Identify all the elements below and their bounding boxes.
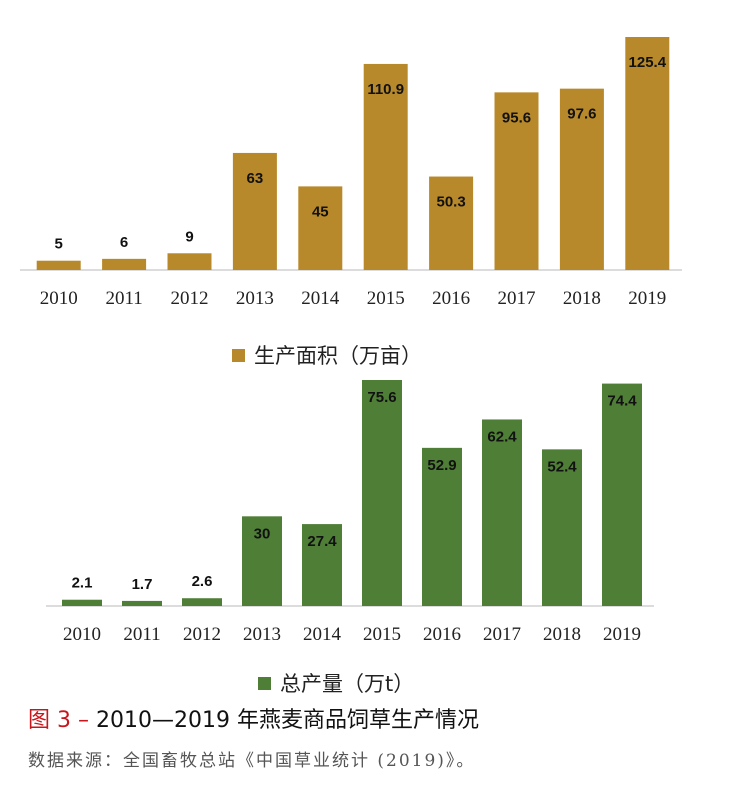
bar-2013	[232, 152, 277, 270]
data-label-2019: 125.4	[629, 54, 667, 71]
bar-2015	[362, 380, 402, 606]
x-tick-label-2018: 2018	[543, 624, 581, 645]
x-tick-label-2010: 2010	[40, 288, 78, 309]
x-tick-label-2017: 2017	[483, 624, 521, 645]
data-label-2013: 63	[247, 170, 264, 187]
legend-swatch	[232, 349, 245, 362]
bar-2011	[102, 258, 147, 270]
data-label-2012: 2.6	[192, 573, 213, 590]
data-source: 数据来源：全国畜牧总站《中国草业统计 (2019)》。	[28, 751, 476, 771]
x-tick-label-2019: 2019	[628, 288, 666, 309]
bar-2014	[302, 524, 342, 606]
area-bar-chart: 5 2010 6 2011 9 2012 63 2013 45 2014 110.9 2015 50.3…	[20, 37, 682, 368]
bar-2010	[36, 260, 81, 270]
data-label-2010: 5	[55, 236, 63, 253]
x-tick-label-2013: 2013	[236, 288, 274, 309]
x-tick-label-2015: 2015	[367, 288, 405, 309]
data-label-2014: 45	[312, 203, 329, 220]
legend-swatch	[258, 677, 271, 690]
data-label-2016: 52.9	[427, 457, 456, 474]
bar-2019	[602, 383, 642, 606]
x-tick-label-2016: 2016	[423, 624, 461, 645]
bar-2011	[122, 600, 162, 606]
x-tick-label-2019: 2019	[603, 624, 641, 645]
data-label-2017: 62.4	[487, 428, 517, 445]
bar-2012	[167, 253, 212, 270]
data-label-2017: 95.6	[502, 109, 531, 126]
x-tick-label-2014: 2014	[301, 288, 340, 309]
bar-2018	[559, 88, 604, 271]
bar-2010	[62, 599, 102, 606]
data-label-2012: 9	[185, 228, 193, 245]
area-chart-container: 5 2010 6 2011 9 2012 63 2013 45 2014 110.9 2015 50.3…	[0, 0, 754, 380]
data-label-2019: 74.4	[607, 393, 637, 410]
yield-chart-container: 2.1 2010 1.7 2011 2.6 2012 30 2013 27.4 2014 75.6 2…	[0, 378, 754, 698]
x-tick-label-2011: 2011	[123, 624, 160, 645]
bar-2016	[422, 447, 462, 606]
data-label-2010: 2.1	[72, 575, 93, 592]
x-tick-label-2017: 2017	[498, 288, 536, 309]
data-label-2011: 1.7	[132, 576, 153, 593]
x-tick-label-2012: 2012	[171, 288, 209, 309]
x-tick-label-2011: 2011	[105, 288, 142, 309]
bar-2016	[429, 176, 474, 270]
legend-label: 总产量（万t）	[280, 672, 414, 696]
x-tick-label-2014: 2014	[303, 624, 342, 645]
data-label-2018: 97.6	[567, 106, 596, 123]
data-label-2015: 110.9	[367, 81, 404, 98]
bar-2017	[482, 419, 522, 606]
figure-title: 2010—2019 年燕麦商品饲草生产情况	[95, 708, 479, 733]
x-tick-label-2018: 2018	[563, 288, 601, 309]
x-tick-label-2015: 2015	[363, 624, 401, 645]
x-tick-label-2016: 2016	[432, 288, 470, 309]
data-label-2011: 6	[120, 234, 128, 251]
data-label-2016: 50.3	[436, 194, 465, 211]
data-label-2013: 30	[254, 525, 271, 542]
bar-2017	[494, 92, 539, 270]
x-tick-label-2013: 2013	[243, 624, 281, 645]
x-tick-label-2010: 2010	[63, 624, 101, 645]
bar-2018	[542, 449, 582, 606]
x-tick-label-2012: 2012	[183, 624, 221, 645]
figure-caption: 图 3 – 2010—2019 年燕麦商品饲草生产情况	[28, 702, 479, 734]
bar-2014	[298, 186, 343, 270]
bar-2015	[363, 63, 408, 270]
data-label-2014: 27.4	[307, 533, 337, 550]
bar-2019	[625, 37, 670, 270]
legend-label: 生产面积（万亩）	[254, 344, 422, 368]
data-label-2018: 52.4	[547, 458, 577, 475]
bar-2012	[182, 598, 222, 606]
data-label-2015: 75.6	[367, 389, 396, 406]
yield-bar-chart: 2.1 2010 1.7 2011 2.6 2012 30 2013 27.4 2014 75.6 2…	[46, 380, 654, 696]
bar-2013	[242, 516, 282, 606]
figure-label: 图 3 –	[28, 708, 89, 733]
